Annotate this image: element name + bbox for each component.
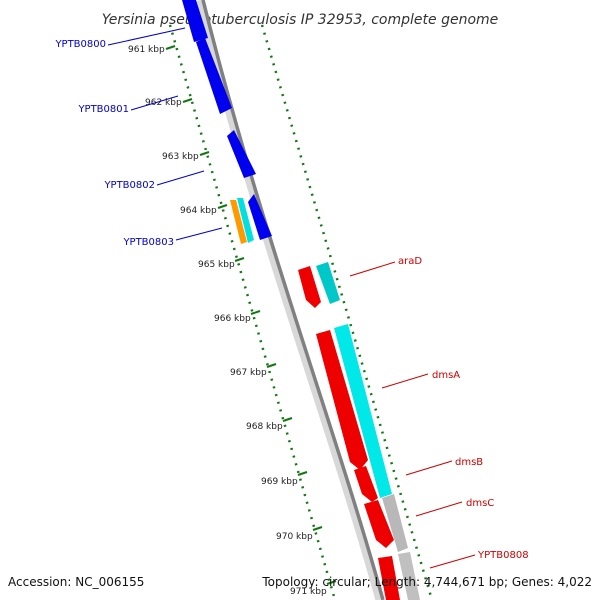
tick-971: 971 kbp — [290, 580, 337, 597]
label-leader — [405, 460, 453, 476]
kbp-ticks: 961 kbp 962 kbp 963 kbp 964 kbp 965 kbp … — [128, 45, 337, 597]
tick-label: 971 kbp — [290, 587, 327, 597]
gene-label-araD[interactable]: araD — [398, 256, 422, 267]
genome-summary-text: Topology: circular; Length: 4,744,671 bp… — [261, 575, 592, 589]
gene-dmsA-arrow[interactable] — [316, 330, 368, 470]
accession-text: Accession: NC_006155 — [8, 575, 144, 589]
tick-969: 969 kbp — [261, 471, 308, 487]
tick-label: 965 kbp — [198, 260, 235, 270]
gene-label-YPTB0801[interactable]: YPTB0801 — [77, 104, 129, 115]
gene-dmsB-arrow[interactable] — [354, 466, 378, 502]
tick-label: 964 kbp — [180, 206, 217, 216]
reverse-gene-labels: YPTB0800 YPTB0801 YPTB0802 YPTB0803 — [54, 27, 223, 248]
tick-label: 966 kbp — [214, 314, 251, 324]
label-leader — [130, 95, 179, 111]
gene-label-dmsB[interactable]: dmsB — [455, 457, 483, 468]
tick-mark — [250, 310, 261, 315]
backbone-line — [201, 0, 385, 600]
map-title: Yersinia pseudotuberculosis IP 32953, co… — [102, 12, 499, 28]
forward-strand-genes — [298, 262, 420, 600]
tick-mark — [266, 363, 277, 368]
tick-963: 963 kbp — [162, 151, 210, 162]
gene-label-YPTB0800[interactable]: YPTB0800 — [54, 39, 106, 50]
gene-dmsC-arrow[interactable] — [364, 500, 394, 548]
tick-mark — [297, 471, 308, 476]
gene-YPTB0800-arrow[interactable] — [182, 0, 208, 42]
gene-YPTB0802-arrow[interactable] — [227, 130, 256, 178]
gene-YPTB0803-arrow[interactable] — [248, 194, 272, 240]
tick-962: 962 kbp — [145, 98, 193, 108]
forward-gene-labels: araD dmsA dmsB dmsC YPTB0808 — [349, 256, 529, 569]
gene-label-YPTB0802[interactable]: YPTB0802 — [103, 180, 155, 191]
tick-label: 967 kbp — [230, 368, 267, 378]
tick-mark — [217, 204, 228, 209]
tick-label: 969 kbp — [261, 477, 298, 487]
tick-mark — [312, 526, 323, 531]
tick-961: 961 kbp — [128, 45, 176, 55]
gene-label-dmsA[interactable]: dmsA — [432, 370, 460, 381]
tick-965: 965 kbp — [198, 257, 245, 270]
gene-label-dmsC[interactable]: dmsC — [466, 498, 494, 509]
gene-araD-arrow[interactable] — [298, 266, 321, 308]
gene-label-YPTB0808[interactable]: YPTB0808 — [477, 550, 529, 561]
tick-mark — [199, 151, 210, 156]
label-leader — [107, 27, 186, 46]
reverse-strand-genes — [182, 0, 272, 244]
tick-label: 970 kbp — [276, 532, 313, 542]
tick-966: 966 kbp — [214, 310, 261, 324]
araD-cyan-block — [316, 262, 340, 304]
label-leader — [415, 501, 463, 517]
label-leader — [381, 373, 429, 389]
tick-970: 970 kbp — [276, 526, 323, 542]
label-leader — [175, 227, 223, 241]
gene-label-YPTB0803[interactable]: YPTB0803 — [122, 237, 174, 248]
gene-YPTB0808-arrow[interactable] — [378, 556, 400, 600]
tick-968: 968 kbp — [246, 417, 293, 432]
tick-mark — [234, 257, 245, 262]
cyan-feature-block — [237, 198, 254, 243]
tick-mark — [182, 98, 193, 103]
tick-967: 967 kbp — [230, 363, 277, 378]
gene-YPTB0801-arrow[interactable] — [196, 38, 232, 114]
label-leader — [349, 261, 396, 277]
orange-feature-block — [230, 200, 247, 244]
label-leader — [429, 554, 476, 569]
dmsC-gray-block — [382, 494, 408, 552]
tick-label: 962 kbp — [145, 98, 182, 108]
label-leader — [156, 170, 205, 186]
dmsA-cyan-block — [334, 324, 392, 498]
tick-964: 964 kbp — [180, 204, 228, 216]
tick-mark — [165, 45, 176, 50]
YPTB0808-gray-block — [398, 552, 420, 600]
tick-mark — [282, 417, 293, 422]
tick-label: 961 kbp — [128, 45, 165, 55]
tick-mark — [326, 580, 337, 585]
tick-label: 968 kbp — [246, 422, 283, 432]
tick-label: 963 kbp — [162, 152, 199, 162]
